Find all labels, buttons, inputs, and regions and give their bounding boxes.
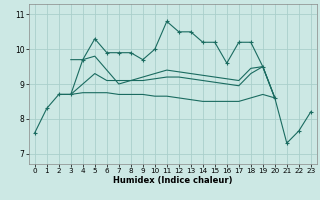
X-axis label: Humidex (Indice chaleur): Humidex (Indice chaleur) [113,176,233,185]
